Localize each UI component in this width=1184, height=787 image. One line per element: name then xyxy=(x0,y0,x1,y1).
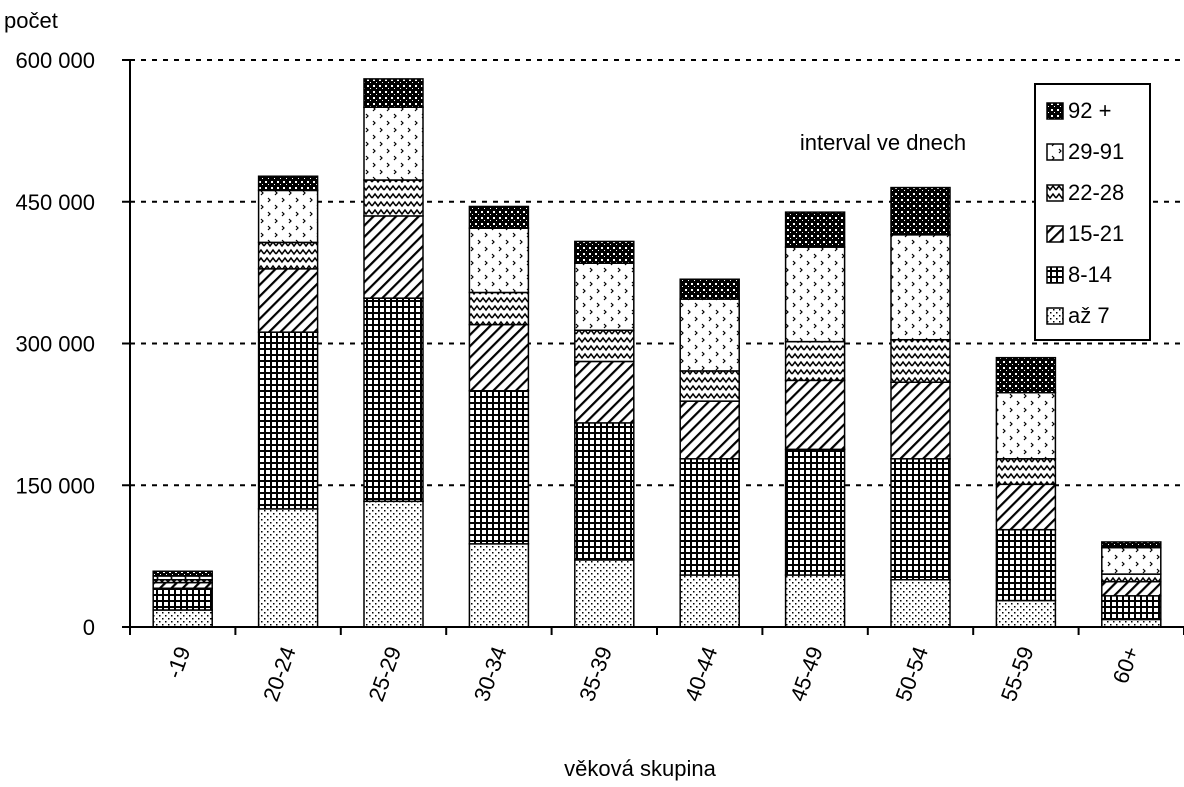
bar-segment xyxy=(1101,618,1162,628)
bar-segment xyxy=(468,323,530,392)
bar-segment xyxy=(784,379,846,451)
bar-segment xyxy=(1101,573,1162,583)
bar-segment xyxy=(890,381,951,460)
bar-segment xyxy=(1101,546,1162,575)
bar-segment xyxy=(890,458,951,581)
y-tick-label: 300 000 xyxy=(15,332,95,357)
bar-segment xyxy=(363,78,424,109)
x-tick-label: 45-49 xyxy=(785,643,828,704)
x-axis-title: věková skupina xyxy=(564,756,716,781)
bar-segment xyxy=(257,331,319,510)
bar-segment xyxy=(574,240,635,264)
x-tick-label: 20-24 xyxy=(258,643,301,704)
x-tick-label: -19 xyxy=(161,643,195,681)
annotation: interval ve dnech xyxy=(800,130,966,155)
bar-segment xyxy=(363,500,424,628)
bar-segment xyxy=(257,268,319,333)
legend-swatch xyxy=(1046,143,1064,161)
bar-segment xyxy=(468,291,530,326)
y-tick-label: 0 xyxy=(83,615,95,640)
x-tick-label: 60+ xyxy=(1108,643,1144,687)
legend-label: 29-91 xyxy=(1068,139,1124,164)
bar-segment xyxy=(679,370,740,402)
x-tick-label: 25-29 xyxy=(363,643,406,704)
legend-label: 8-14 xyxy=(1068,262,1112,287)
bar-segment xyxy=(363,297,424,503)
bar-segment xyxy=(363,215,424,299)
bar-segment xyxy=(784,246,846,343)
legend-label: 15-21 xyxy=(1068,221,1124,246)
bar-segment xyxy=(574,360,635,424)
bar-segment xyxy=(152,609,213,628)
bar-segment xyxy=(784,448,846,576)
bar-segment xyxy=(995,356,1057,394)
bar-segment xyxy=(152,581,213,590)
bar-segment xyxy=(152,570,213,577)
bar-segment xyxy=(995,599,1057,628)
bar-segment xyxy=(363,179,424,217)
bar-segment xyxy=(890,186,951,236)
bar-segment xyxy=(574,422,635,561)
bar-segment xyxy=(152,587,213,611)
bar-segment xyxy=(1101,541,1162,549)
bar-segment xyxy=(1101,595,1162,621)
bar-segment xyxy=(679,458,740,576)
bar-segment xyxy=(890,234,951,341)
x-tick-label: 35-39 xyxy=(574,643,617,704)
y-tick-label: 150 000 xyxy=(15,473,95,498)
bar-segment xyxy=(679,278,740,300)
bar-segment xyxy=(679,298,740,372)
bar-segment xyxy=(1101,580,1162,597)
bar-segment xyxy=(468,227,530,294)
x-tick-label: 40-44 xyxy=(680,643,723,704)
legend-swatch xyxy=(1046,307,1064,325)
bar-segment xyxy=(257,508,319,628)
bar-segment xyxy=(257,241,319,270)
legend-swatch xyxy=(1046,225,1064,243)
legend-label: 22-28 xyxy=(1068,180,1124,205)
bar-segment xyxy=(574,559,635,628)
bar-segment xyxy=(784,340,846,382)
axes xyxy=(122,59,1184,635)
legend-label: až 7 xyxy=(1068,303,1110,328)
legend-swatch xyxy=(1046,102,1064,120)
y-axis-title: počet xyxy=(4,8,58,33)
legend-label: 92 + xyxy=(1068,98,1111,123)
x-tick-label: 55-59 xyxy=(996,643,1039,704)
legend-box xyxy=(1034,83,1151,341)
bar-segment xyxy=(257,189,319,244)
labels: 0 150 000 300 000 450 000 600 000 -19 20-24 25-… xyxy=(4,8,1144,781)
bar-segment xyxy=(679,400,740,460)
bar-segment xyxy=(574,329,635,363)
bars xyxy=(152,78,1162,628)
bar-segment xyxy=(995,483,1057,531)
bar-segment xyxy=(784,574,846,628)
bar-segment xyxy=(679,574,740,628)
y-tick-label: 450 000 xyxy=(15,190,95,215)
bar-segment xyxy=(784,211,846,248)
bar-segment xyxy=(468,390,530,545)
bar-segment xyxy=(890,579,951,628)
bar-segment xyxy=(363,106,424,181)
bar-segment xyxy=(995,458,1057,486)
bar-segment xyxy=(890,338,951,383)
y-tick-label: 600 000 xyxy=(15,48,95,73)
bar-segment xyxy=(995,391,1057,460)
bar-segment xyxy=(468,205,530,229)
legend-swatch xyxy=(1046,184,1064,202)
bar-segment xyxy=(995,528,1057,602)
legend: 92 + 29-91 22-28 15-21 8-14 až 7 xyxy=(1034,83,1151,341)
bar-segment xyxy=(574,262,635,332)
x-tick-label: 50-54 xyxy=(890,643,933,704)
bar-segment xyxy=(257,175,319,192)
legend-swatch xyxy=(1046,266,1064,284)
x-tick-label: 30-34 xyxy=(469,643,512,704)
bar-segment xyxy=(468,543,530,628)
